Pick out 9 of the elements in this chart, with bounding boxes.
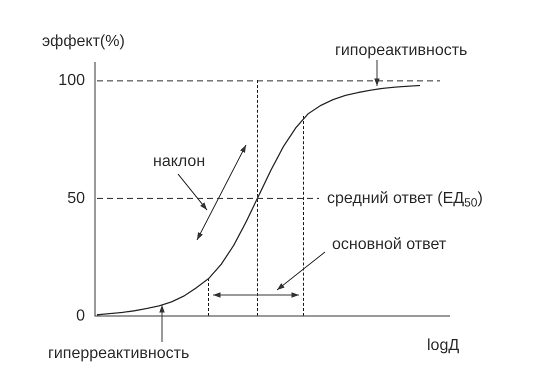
y-axis-title: эффект(%) xyxy=(42,33,125,50)
annotation: основной ответ xyxy=(332,236,447,253)
y-tick-label: 0 xyxy=(76,307,86,324)
text: гиперреактивность xyxy=(48,345,190,362)
text: гипореактивность xyxy=(335,42,468,59)
y-tick-label: 50 xyxy=(67,190,86,207)
y-tick-label: 100 xyxy=(58,72,86,90)
x-axis-title: logД xyxy=(427,337,460,354)
annotation: наклон xyxy=(153,153,206,170)
